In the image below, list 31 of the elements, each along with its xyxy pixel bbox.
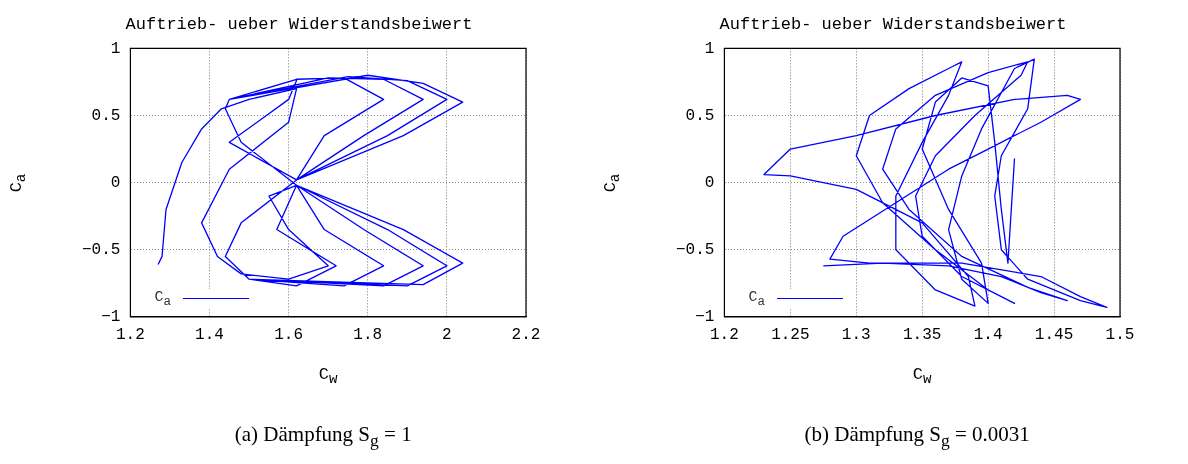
x-axis-title: C$_{w}$: [318, 364, 338, 388]
x-axis-title: C$_{w}$: [912, 364, 932, 388]
x-tick-label: 1.6: [274, 326, 304, 345]
y-tick-label: 0.5: [91, 106, 121, 125]
x-tick-label: 1.25: [771, 326, 810, 345]
y-tick-label: 1: [704, 39, 715, 58]
x-tick-label: 1.2: [116, 326, 145, 345]
x-tick-label: 1.4: [195, 326, 224, 345]
y-tick-label: −0.5: [676, 240, 715, 259]
y-tick-label: 0.5: [685, 106, 715, 125]
y-tick-label: −1: [695, 308, 715, 327]
y-tick-label: 0: [110, 173, 121, 192]
x-tick-label: 1.5: [1105, 326, 1135, 345]
x-tick-label: 1.4: [973, 326, 1003, 345]
y-tick-label: 1: [110, 39, 121, 58]
legend-label: C$_{a}$: [748, 288, 765, 309]
x-tick-label: 1.8: [353, 326, 383, 345]
x-tick-label: 1.35: [903, 326, 942, 345]
legend-label: C$_{a}$: [154, 288, 171, 309]
text: (b) Dämpfung S$_{g}$ = 0.0031: [804, 422, 1030, 452]
x-tick-label: 2.2: [511, 326, 541, 345]
y-tick-label: −1: [101, 308, 121, 327]
chart-title: Auftrieb- ueber Widerstandsbeiwert: [125, 14, 473, 34]
x-tick-label: 2: [442, 326, 452, 345]
text: (a) Dämpfung S$_{g}$ = 1: [234, 422, 412, 452]
y-tick-label: 0: [704, 173, 715, 192]
x-tick-label: 1.3: [841, 326, 871, 345]
chart-title: Auftrieb- ueber Widerstandsbeiwert: [719, 14, 1067, 34]
y-tick-label: −0.5: [82, 240, 121, 259]
x-tick-label: 1.45: [1034, 326, 1074, 345]
x-tick-label: 1.2: [710, 326, 739, 345]
